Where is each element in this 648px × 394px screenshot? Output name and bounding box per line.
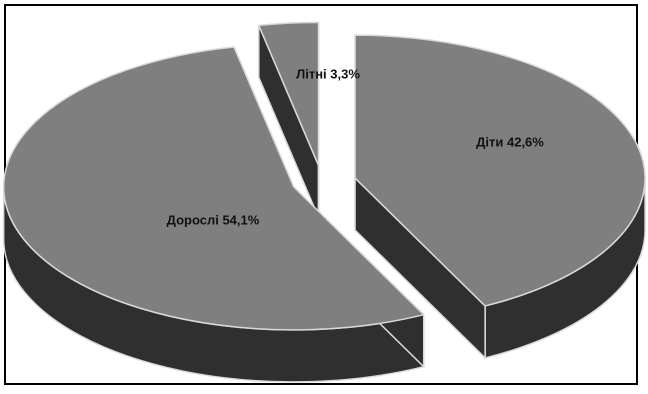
slice-Діти: [354, 34, 646, 307]
slice-Дорослі: [2, 46, 426, 331]
slice-Літні: [257, 21, 320, 166]
data-label-Дорослі: Дорослі 54,1%: [167, 212, 260, 227]
data-label-Діти: Діти 42,6%: [476, 134, 544, 149]
data-label-Літні: Літні 3,3%: [296, 66, 360, 81]
